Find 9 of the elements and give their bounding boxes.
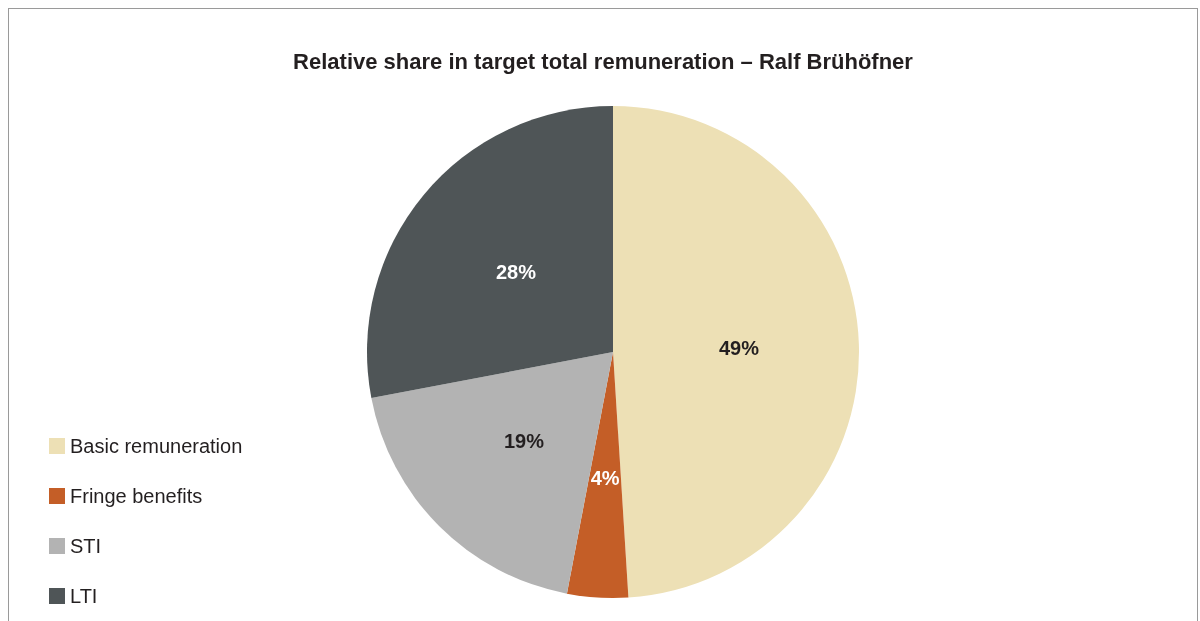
legend-label: LTI bbox=[70, 585, 98, 607]
legend-label: Basic remuneration bbox=[70, 435, 243, 457]
legend-label: STI bbox=[70, 535, 102, 557]
chart-title: Relative share in target total remuneration – Ralf Brühöfner bbox=[293, 48, 914, 74]
legend-label: Fringe benefits bbox=[70, 485, 203, 507]
data-label: 4% bbox=[590, 466, 620, 489]
data-label: 19% bbox=[503, 430, 545, 453]
data-label: 49% bbox=[718, 337, 760, 360]
data-label: 28% bbox=[495, 260, 537, 283]
